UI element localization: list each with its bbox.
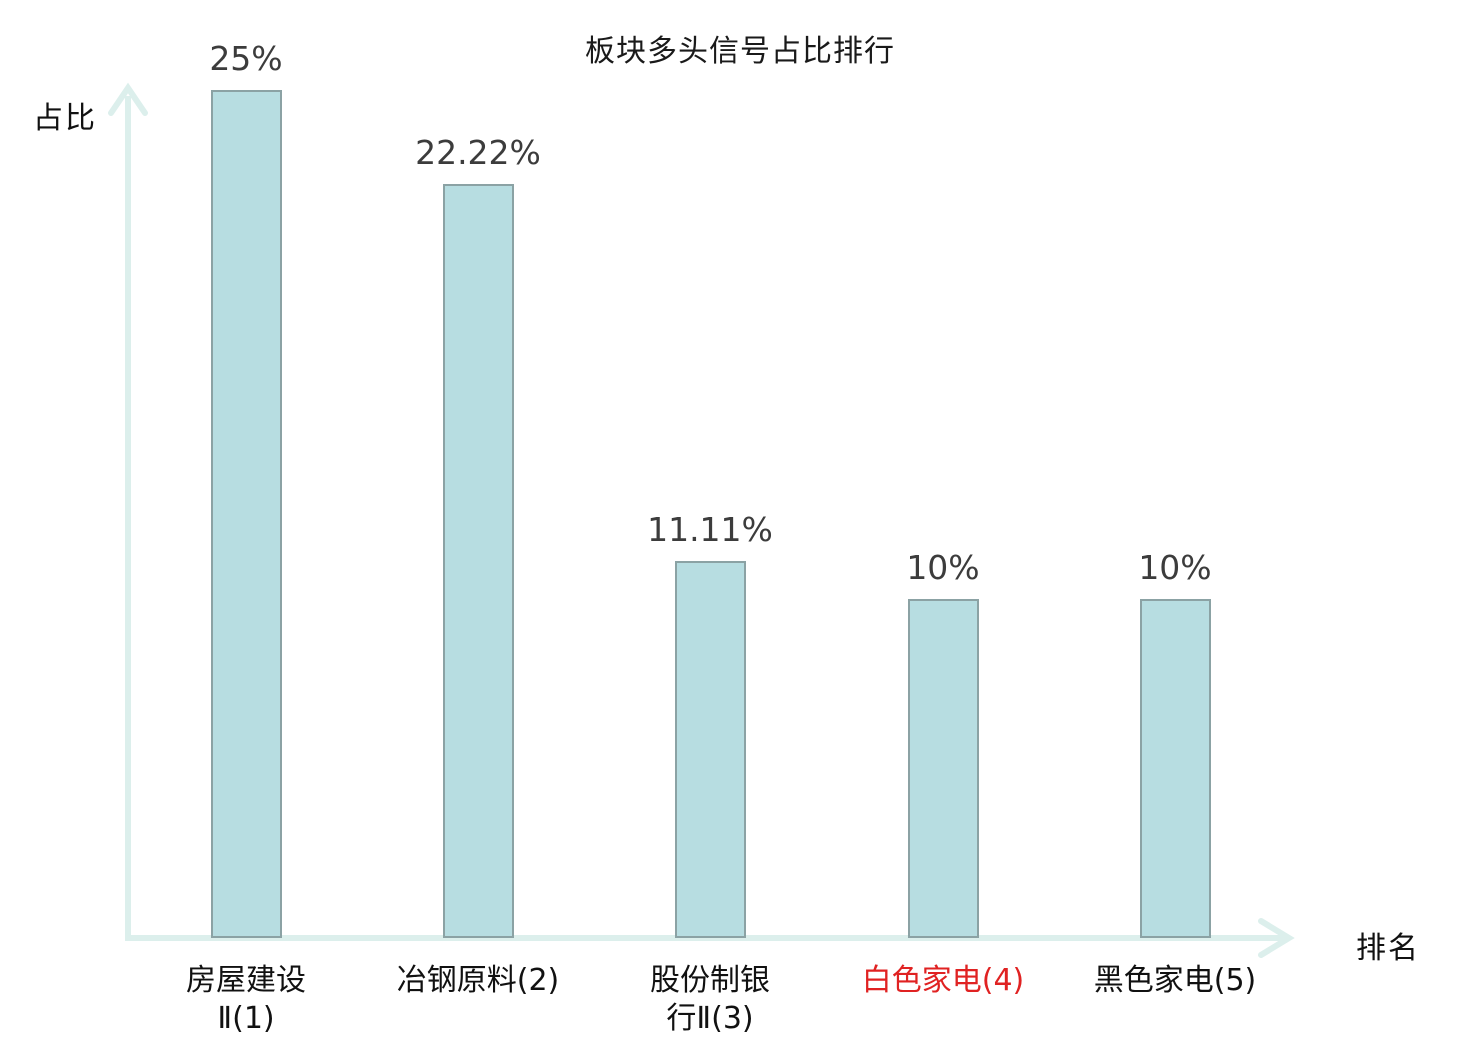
bar-category-label: 股份制银 行Ⅱ(3) — [650, 963, 770, 1036]
bar-category-label: 白色家电(4) — [861, 963, 1025, 998]
bar — [674, 561, 746, 938]
bar — [442, 184, 514, 938]
y-axis-title: 占比 — [33, 101, 97, 136]
y-axis-arrow-icon — [108, 82, 148, 116]
bar-value-label: 10% — [906, 548, 980, 587]
chart-title: 板块多头信号占比排行 — [585, 34, 895, 69]
bar-value-label: 22.22% — [415, 133, 541, 172]
bar-category-label: 房屋建设 Ⅱ(1) — [186, 963, 306, 1036]
bar-value-label: 10% — [1138, 548, 1212, 587]
x-axis-arrow-icon — [1258, 918, 1295, 958]
bar-category-label: 黑色家电(5) — [1093, 963, 1257, 998]
bar — [1139, 599, 1211, 938]
bar — [210, 90, 282, 938]
bar-category-label: 冶钢原料(2) — [396, 963, 560, 998]
x-axis-title: 排名 — [1356, 931, 1420, 966]
bar-value-label: 25% — [209, 39, 283, 78]
bar — [907, 599, 979, 938]
bar-value-label: 11.11% — [647, 510, 773, 549]
